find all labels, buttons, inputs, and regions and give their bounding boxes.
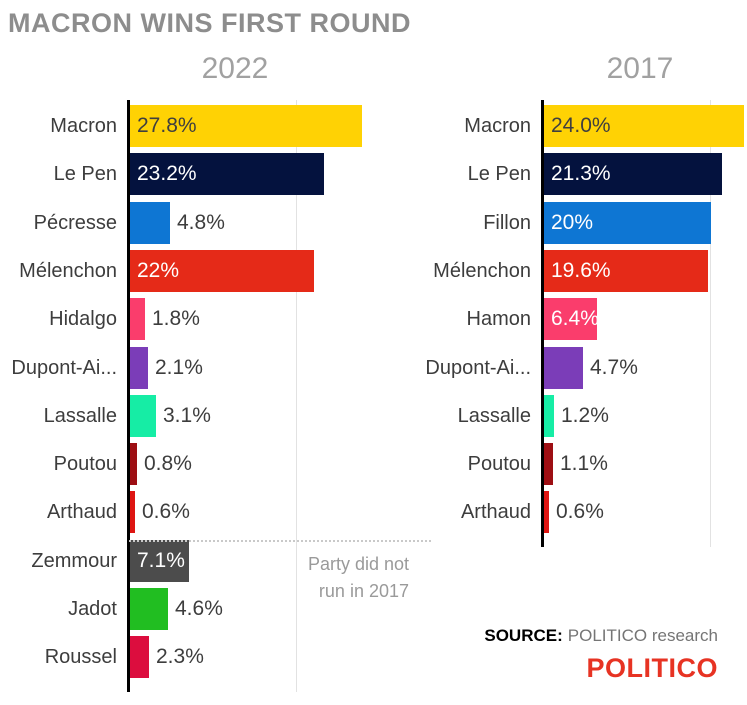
politico-logo: POLITICO xyxy=(586,653,718,683)
category-label: Dupont-Ai... xyxy=(11,357,117,379)
bar-arthaud xyxy=(130,491,135,533)
category-label: Pécresse xyxy=(33,212,117,234)
gridline-20-percent xyxy=(710,100,711,547)
annotation-line-1: Party did not xyxy=(307,554,409,574)
source-text: POLITICO research xyxy=(567,626,718,645)
category-label: Poutou xyxy=(467,453,531,475)
value-label: 3.1% xyxy=(163,404,211,427)
category-label: Arthaud xyxy=(46,501,117,523)
category-label: Hidalgo xyxy=(49,308,117,330)
bar-lassalle xyxy=(130,395,156,437)
category-label: Zemmour xyxy=(31,550,117,572)
category-label: Le Pen xyxy=(467,163,531,185)
chart-header-2017: 2017 xyxy=(606,52,674,85)
category-label: Mélenchon xyxy=(19,260,117,282)
source-line: SOURCE: POLITICO research xyxy=(484,626,718,646)
category-label: Macron xyxy=(464,115,531,137)
value-label: 0.6% xyxy=(556,500,604,523)
bar-dupont-ai xyxy=(130,347,148,389)
page-title: MACRON WINS FIRST ROUND xyxy=(8,8,411,38)
bar-dupont-ai xyxy=(544,347,583,389)
value-label: 1.2% xyxy=(561,404,609,427)
y-axis-line xyxy=(541,100,544,547)
bar-zemmour xyxy=(130,540,189,582)
annotation-divider-line xyxy=(129,540,431,542)
category-label: Roussel xyxy=(44,646,117,668)
category-label: Lassalle xyxy=(43,405,117,427)
bar-p-cresse xyxy=(130,202,170,244)
annotation-party-did-not-run: Party did not run in 2017 xyxy=(209,551,409,605)
category-label: Lassalle xyxy=(457,405,531,427)
category-label: Le Pen xyxy=(53,163,117,185)
value-label: 4.8% xyxy=(177,211,225,234)
value-label: 21.3% xyxy=(551,162,611,185)
bar-poutou xyxy=(544,443,553,485)
bar-lassalle xyxy=(544,395,554,437)
bar-poutou xyxy=(130,443,137,485)
value-label: 6.4% xyxy=(551,307,599,330)
value-label: 24.0% xyxy=(551,114,611,137)
category-label: Hamon xyxy=(466,308,531,330)
category-label: Dupont-Ai... xyxy=(425,357,531,379)
value-label: 20% xyxy=(551,211,594,234)
chart-header-2022: 2022 xyxy=(201,52,269,85)
bar-le-pen xyxy=(544,153,722,195)
bar-roussel xyxy=(130,636,149,678)
category-label: Macron xyxy=(50,115,117,137)
bar-m-lenchon xyxy=(544,250,708,292)
value-label: 2.1% xyxy=(155,356,203,379)
value-label: 23.2% xyxy=(137,162,197,185)
value-label: 19.6% xyxy=(551,259,611,282)
value-label: 1.8% xyxy=(152,307,200,330)
bar-macron xyxy=(544,105,744,147)
annotation-line-2: run in 2017 xyxy=(318,581,409,601)
category-label: Mélenchon xyxy=(433,260,531,282)
category-label: Jadot xyxy=(68,598,117,620)
value-label: 27.8% xyxy=(137,114,197,137)
value-label: 0.6% xyxy=(142,500,190,523)
value-label: 4.7% xyxy=(590,356,638,379)
bar-arthaud xyxy=(544,491,549,533)
value-label: 22% xyxy=(137,259,180,282)
bar-le-pen xyxy=(130,153,324,195)
y-axis-line xyxy=(127,100,130,692)
bar-hidalgo xyxy=(130,298,145,340)
bar-fillon xyxy=(544,202,711,244)
source-label: SOURCE: xyxy=(484,626,563,645)
value-label: 2.3% xyxy=(156,645,204,668)
bar-macron xyxy=(130,105,362,147)
value-label: 7.1% xyxy=(137,549,185,572)
value-label: 1.1% xyxy=(560,452,608,475)
bar-jadot xyxy=(130,588,168,630)
category-label: Arthaud xyxy=(460,501,531,523)
value-label: 0.8% xyxy=(144,452,192,475)
bar-m-lenchon xyxy=(130,250,314,292)
category-label: Poutou xyxy=(53,453,117,475)
bar-hamon xyxy=(544,298,597,340)
category-label: Fillon xyxy=(483,212,531,234)
